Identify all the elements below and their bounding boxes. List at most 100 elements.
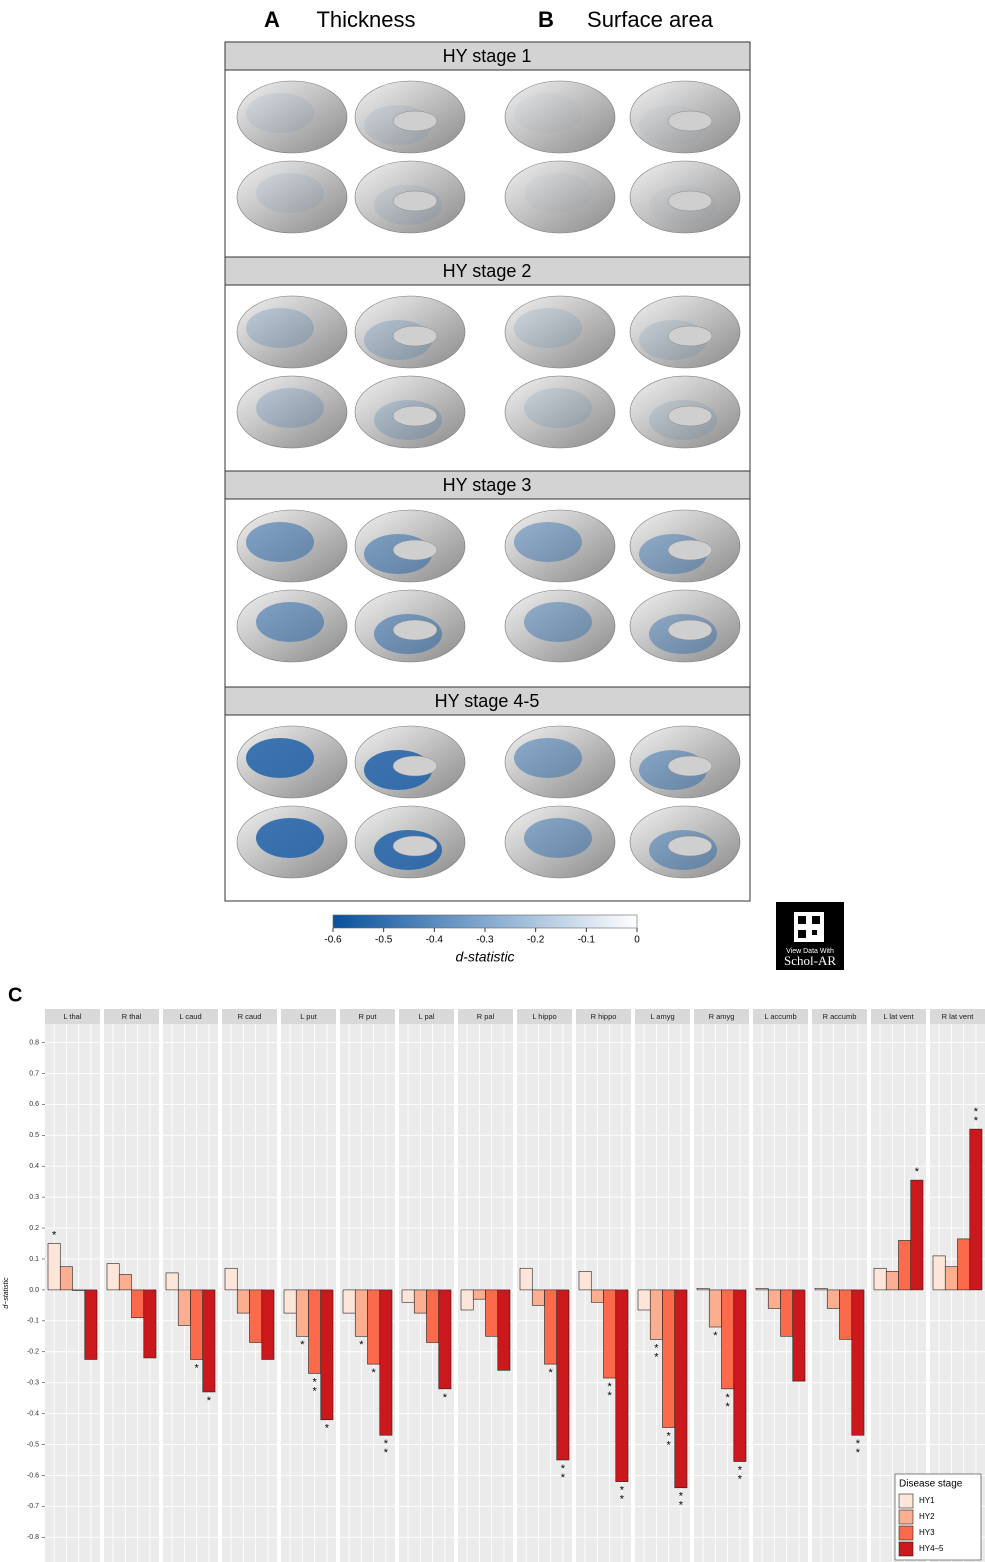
bar bbox=[379, 1289, 393, 1436]
legend-label: HY4–5 bbox=[919, 1544, 944, 1553]
bar bbox=[165, 1272, 179, 1291]
badge-text: Schol-AR bbox=[784, 953, 836, 968]
bar bbox=[131, 1289, 145, 1319]
brain-inner bbox=[392, 190, 438, 212]
y-tick-label: -0.4 bbox=[27, 1410, 39, 1417]
brain bbox=[504, 80, 616, 154]
facet-strip bbox=[930, 1009, 985, 1024]
brain bbox=[236, 160, 348, 234]
brain-overlay bbox=[246, 93, 314, 133]
bar bbox=[649, 1289, 663, 1340]
brain-overlay bbox=[514, 308, 582, 348]
significance-star: * bbox=[312, 1376, 317, 1388]
bar bbox=[603, 1289, 617, 1379]
bar bbox=[249, 1289, 263, 1343]
legend-swatch bbox=[898, 1509, 914, 1525]
brain-overlay bbox=[246, 738, 314, 778]
brain-inner bbox=[667, 539, 713, 561]
significance-star: * bbox=[207, 1395, 212, 1407]
significance-star: * bbox=[384, 1447, 389, 1459]
bar bbox=[224, 1267, 238, 1291]
significance-star: * bbox=[654, 1351, 659, 1363]
bar bbox=[662, 1289, 676, 1428]
brain-overlay bbox=[246, 308, 314, 348]
facet-label: L hippo bbox=[532, 1012, 556, 1021]
facet-label: R accumb bbox=[823, 1012, 857, 1021]
significance-star: * bbox=[666, 1430, 671, 1442]
bar bbox=[190, 1289, 204, 1360]
bar bbox=[721, 1289, 735, 1390]
y-tick-label: -0.7 bbox=[27, 1503, 39, 1510]
bar bbox=[826, 1289, 840, 1309]
panel-label: B bbox=[538, 7, 554, 32]
facet-strip bbox=[340, 1009, 395, 1024]
brain-overlay bbox=[524, 602, 592, 642]
facet-label: L thal bbox=[63, 1012, 81, 1021]
bar bbox=[839, 1289, 853, 1340]
significance-star: * bbox=[384, 1438, 389, 1450]
significance-star: * bbox=[548, 1367, 553, 1379]
bar bbox=[767, 1289, 781, 1309]
significance-star: * bbox=[725, 1392, 730, 1404]
y-tick-label: -0.3 bbox=[27, 1380, 39, 1387]
bar bbox=[295, 1289, 309, 1337]
facet-strip bbox=[458, 1009, 513, 1024]
panel-title: Surface area bbox=[587, 7, 714, 32]
facet-label: R caud bbox=[238, 1012, 262, 1021]
colorbar-ramp bbox=[332, 914, 638, 929]
bar bbox=[519, 1267, 533, 1291]
bar bbox=[283, 1289, 297, 1314]
significance-star: * bbox=[620, 1494, 625, 1506]
bar bbox=[780, 1289, 794, 1337]
bar bbox=[367, 1289, 381, 1365]
brain-inner bbox=[392, 405, 438, 427]
bar bbox=[308, 1289, 322, 1374]
facet-label: L accumb bbox=[764, 1012, 796, 1021]
bar-chart: d−statistic 0.8 0.7 0.6 0.5 0.4 0.3 0.2 0.1 0.0 -0… bbox=[3, 1009, 985, 1562]
bar bbox=[413, 1289, 427, 1314]
bar bbox=[957, 1238, 971, 1291]
brain-inner bbox=[392, 835, 438, 857]
significance-star: * bbox=[666, 1439, 671, 1451]
bar bbox=[814, 1288, 828, 1291]
qr-code bbox=[798, 930, 806, 938]
bar bbox=[354, 1289, 368, 1337]
y-tick-label: 0.5 bbox=[29, 1132, 39, 1139]
bar bbox=[898, 1240, 912, 1291]
bar bbox=[177, 1289, 191, 1326]
legend-label: HY1 bbox=[919, 1496, 935, 1505]
significance-star: * bbox=[856, 1447, 861, 1459]
brain-overlay bbox=[524, 388, 592, 428]
y-tick-label: -0.2 bbox=[27, 1349, 39, 1356]
bar bbox=[47, 1243, 61, 1291]
facet-label: R hippo bbox=[591, 1012, 617, 1021]
bar bbox=[401, 1289, 415, 1303]
legend-swatch bbox=[898, 1525, 914, 1541]
brain-inner bbox=[667, 325, 713, 347]
brain bbox=[504, 725, 616, 799]
stage-header bbox=[224, 686, 751, 716]
bar bbox=[615, 1289, 629, 1482]
y-axis-label: d−statistic bbox=[3, 1277, 10, 1309]
y-tick-label: 0.3 bbox=[29, 1194, 39, 1201]
significance-star: * bbox=[371, 1367, 376, 1379]
stage-header bbox=[224, 41, 751, 71]
bar bbox=[674, 1289, 688, 1489]
colorbar-tick-label: 0 bbox=[634, 935, 640, 946]
brain-inner bbox=[392, 755, 438, 777]
colorbar-label: d-statistic bbox=[455, 949, 514, 965]
significance-star: * bbox=[738, 1473, 743, 1485]
y-tick-label: -0.6 bbox=[27, 1472, 39, 1479]
y-tick-label: -0.5 bbox=[27, 1441, 39, 1448]
stage-title: HY stage 2 bbox=[443, 261, 532, 281]
y-tick-label: 0.0 bbox=[29, 1287, 39, 1294]
facet-strip bbox=[45, 1009, 100, 1024]
significance-star: * bbox=[679, 1491, 684, 1503]
facet-strip bbox=[104, 1009, 159, 1024]
brain-inner bbox=[667, 190, 713, 212]
brain-overlay bbox=[256, 818, 324, 858]
badge-text: View Data With bbox=[786, 948, 834, 955]
significance-star: * bbox=[725, 1401, 730, 1413]
legend-label: HY3 bbox=[919, 1528, 935, 1537]
